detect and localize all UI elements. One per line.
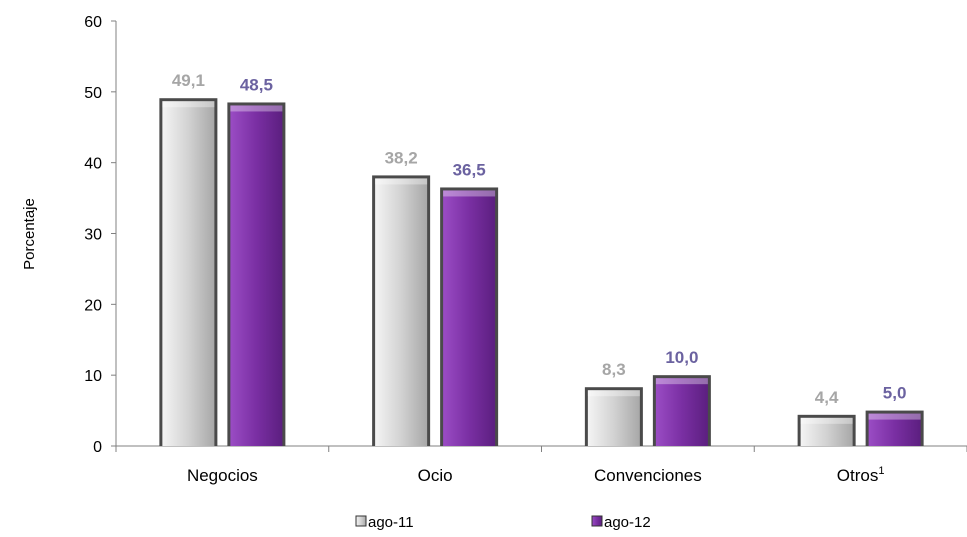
data-label: 38,2 <box>385 148 418 167</box>
data-label: 8,3 <box>602 360 626 379</box>
bar-ago-11-convenciones <box>584 387 643 446</box>
y-tick-label: 20 <box>84 297 102 314</box>
bar-fill <box>868 413 921 446</box>
bar-ago-11-otros <box>797 414 856 446</box>
legend-item-ago-12: ago-12 <box>591 514 651 531</box>
bar-fill <box>800 417 853 446</box>
data-label: 5,0 <box>883 384 907 403</box>
data-label: 49,1 <box>172 71 205 90</box>
footnote-marker: 1 <box>878 465 884 477</box>
bar-bevel <box>162 101 215 108</box>
legend: ago-11 ago-12 <box>355 514 651 531</box>
data-labels: 49,1 38,2 8,3 4,4 48,5 36,5 10,0 5,0 <box>172 71 907 407</box>
legend-label: ago-12 <box>604 514 651 531</box>
bar-bevel <box>868 413 921 420</box>
y-tick-label: 10 <box>84 368 102 385</box>
legend-swatch <box>355 515 367 527</box>
bar-bevel <box>375 178 428 185</box>
bar-fill <box>443 190 496 446</box>
x-tick-label: Ocio <box>418 466 453 485</box>
legend-item-ago-11: ago-11 <box>355 514 414 531</box>
bar-fill <box>655 378 708 446</box>
y-tick-label: 30 <box>84 227 102 244</box>
data-label: 10,0 <box>665 348 698 367</box>
x-tick-label: Otros1 <box>837 465 885 485</box>
y-axis: 0 10 20 30 40 50 60 <box>84 14 117 456</box>
bar-bevel <box>655 378 708 385</box>
bar-bevel <box>443 190 496 197</box>
bar-fill <box>375 178 428 446</box>
data-label: 36,5 <box>453 160 486 179</box>
bar-fill <box>162 101 215 446</box>
x-tick-label: Convenciones <box>594 466 702 485</box>
bar-fill <box>587 390 640 446</box>
bar-ago-11-ocio <box>372 175 431 446</box>
data-label: 48,5 <box>240 75 273 94</box>
bar-bevel <box>230 105 283 112</box>
y-tick-label: 40 <box>84 156 102 173</box>
legend-swatch <box>591 515 603 527</box>
x-tick-label: Negocios <box>187 466 258 485</box>
bar-ago-11-negocios <box>159 98 218 446</box>
bar-ago-12-otros <box>865 410 924 446</box>
bar-ago-12-negocios <box>227 102 286 446</box>
y-tick-label: 50 <box>84 85 102 102</box>
bars <box>159 98 924 447</box>
bar-fill <box>230 105 283 446</box>
x-axis: Negocios Ocio Convenciones Otros1 <box>115 445 967 485</box>
bar-ago-12-convenciones <box>652 375 711 446</box>
y-tick-label: 60 <box>84 14 102 31</box>
legend-label: ago-11 <box>368 514 414 531</box>
data-label: 4,4 <box>815 388 839 407</box>
y-axis-title: Porcentaje <box>21 198 38 270</box>
bar-ago-12-ocio <box>440 187 499 447</box>
bar-bevel <box>800 417 853 424</box>
y-tick-label: 0 <box>93 439 102 456</box>
bar-bevel <box>587 390 640 397</box>
